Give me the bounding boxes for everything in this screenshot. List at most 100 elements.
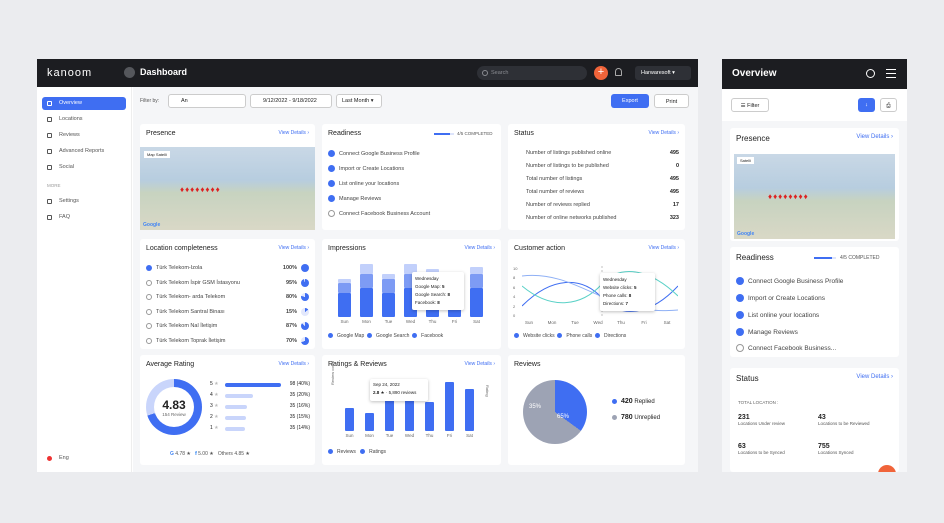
status-row: Total number of listings 495 [514,174,679,184]
account-dropdown[interactable]: Harwaresoft ▾ [635,66,691,80]
view-details-link[interactable]: View Details › [856,134,893,140]
x-tick-label: Sat [473,319,480,324]
view-details-link[interactable]: View Details › [278,361,309,367]
readiness-item[interactable]: List online your locations [328,179,495,189]
reviews-bar[interactable] [465,389,474,431]
card-title: Status [736,374,759,383]
completeness-row[interactable]: Türk Telekom Toprak İletişim 70% [146,336,309,346]
readiness-item[interactable]: Import or Create Locations [736,294,893,304]
filter-button[interactable]: ☰ Filter [731,98,769,112]
sidebar-label: Locations [59,116,83,122]
card-title: Impressions [328,245,366,252]
view-details-link[interactable]: View Details › [464,361,495,367]
legend-label: Phone calls [566,333,593,339]
view-details-link[interactable]: View Details › [278,245,309,251]
star-icon: ★ [212,403,219,409]
add-button[interactable]: + [594,66,608,80]
completeness-row[interactable]: Türk Telekom İspir GSM İstasyonu 95% [146,278,309,288]
download-icon[interactable]: ↓ [858,98,875,112]
help-icon [47,215,52,220]
language-selector[interactable]: Eng [42,452,126,465]
impressions-bar[interactable] [360,273,373,289]
impressions-bar[interactable] [382,293,395,317]
mobile-toolbar: ☰ Filter ↓ ⎙ [722,89,907,121]
map-type-toggle[interactable]: Map Satelli [144,151,170,158]
unreplied-value: 780 [621,414,633,421]
bell-icon[interactable] [615,68,622,76]
impressions-bar[interactable] [470,266,483,274]
readiness-item[interactable]: Connect Google Business Profile [328,149,495,159]
facebook-icon: f [195,451,197,457]
print-icon[interactable]: ⎙ [880,98,897,112]
star-label: 2 [210,414,213,420]
readiness-item[interactable]: Connect Facebook Business... [736,344,893,354]
menu-icon[interactable] [886,69,896,78]
tooltip-row: Google Search: 8 [415,291,461,299]
impressions-bar[interactable] [382,278,395,293]
readiness-item[interactable]: Import or Create Locations [328,164,495,174]
location-pct: 80% [285,294,297,300]
completeness-row[interactable]: Türk Telekom Nal İletişim 87% [146,321,309,331]
sidebar-item-reviews[interactable]: Reviews [42,129,126,142]
view-details-link[interactable]: View Details › [856,374,893,380]
readiness-label: Manage Reviews [748,329,798,336]
reviews-bar[interactable] [425,402,434,431]
readiness-item[interactable]: Connect Google Business Profile [736,277,893,287]
print-button[interactable]: Print [654,94,689,108]
completeness-row[interactable]: Türk Telekom-Izola 100% [146,263,309,273]
x-tick-label: Fri [641,320,647,325]
completeness-row[interactable]: Türk Telekom Santral Binası 15% [146,307,309,317]
floating-action-button[interactable] [878,465,896,472]
readiness-item[interactable]: Manage Reviews [736,328,893,338]
date-range-picker[interactable]: 9/12/2022 - 9/18/2022 [250,94,332,108]
readiness-item[interactable]: Manage Reviews [328,194,495,204]
view-details-link[interactable]: View Details › [278,130,309,136]
rating-donut: 4.83 154 Review [146,379,202,435]
reviews-bar[interactable] [405,384,414,431]
period-select[interactable]: Last Month ▾ [336,94,382,108]
impressions-bar[interactable] [338,293,351,317]
sidebar-item-social[interactable]: Social [42,161,126,174]
sidebar-item-faq[interactable]: FAQ [42,211,126,224]
view-details-link[interactable]: View Details › [648,245,679,251]
sidebar-item-settings[interactable]: Settings [42,195,126,208]
presence-map[interactable]: Map Satelli ♦♦♦♦♦♦♦♦ Google [140,147,315,230]
readiness-item[interactable]: Connect Facebook Business Account [328,209,495,219]
sidebar-item-reports[interactable]: Advanced Reports [42,145,126,158]
reviews-bar[interactable] [365,412,374,431]
sidebar-label: Social [59,164,74,170]
star-label: 5 [210,381,213,387]
view-details-link[interactable]: View Details › [648,130,679,136]
reviews-bar[interactable] [385,399,394,431]
rating-donut-center: 4.83 154 Review [154,387,194,427]
ratings-legend: Reviews Ratings [328,449,386,455]
impressions-bar[interactable] [470,273,483,289]
reviews-pie: 35% 65% [523,380,587,444]
search-input[interactable]: Search [477,66,587,80]
completeness-row[interactable]: Türk Telekom- arda Telekom 80% [146,292,309,302]
sidebar-item-locations[interactable]: Locations [42,113,126,126]
impressions-bar[interactable] [382,273,395,279]
impressions-bar[interactable] [404,264,417,274]
reviews-bar[interactable] [445,381,454,431]
readiness-item[interactable]: List online your locations [736,311,893,321]
view-details-link[interactable]: View Details › [464,245,495,251]
social-icon [47,165,52,170]
sidebar-item-overview[interactable]: Overview [42,97,126,110]
star-icon: ★ [212,381,219,387]
section-label: MORE [47,183,61,188]
impressions-bar[interactable] [360,288,373,317]
impressions-bar[interactable] [360,264,373,274]
reviews-card: Reviews 35% 65% 420 Replied 780 Unreplie… [508,355,685,465]
search-icon[interactable] [866,69,875,78]
mobile-map[interactable]: Satelli ♦♦♦♦♦♦♦♦ Google [734,154,895,239]
impressions-bar[interactable] [338,283,351,293]
map-type-toggle[interactable]: Satelli [737,157,754,164]
x-tick-label: Wed [405,319,416,324]
export-button[interactable]: Export [611,94,649,108]
filter-search-input[interactable]: An [168,94,246,108]
impressions-bar[interactable] [470,288,483,317]
impressions-bar[interactable] [338,278,351,284]
search-placeholder: Search [491,70,509,76]
reviews-bar[interactable] [345,407,354,431]
